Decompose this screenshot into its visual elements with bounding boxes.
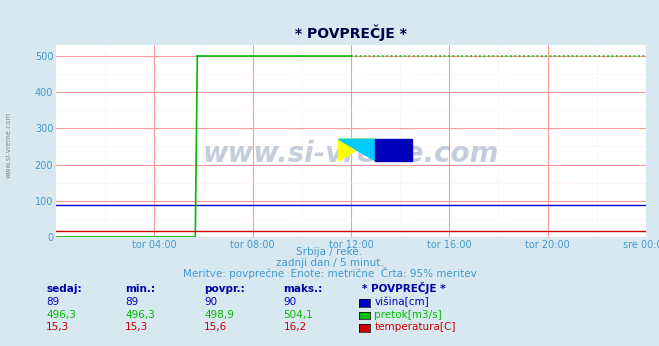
Text: 498,9: 498,9 bbox=[204, 310, 234, 320]
Text: 15,6: 15,6 bbox=[204, 322, 227, 332]
Text: pretok[m3/s]: pretok[m3/s] bbox=[374, 310, 442, 320]
Text: 90: 90 bbox=[283, 297, 297, 307]
Text: zadnji dan / 5 minut.: zadnji dan / 5 minut. bbox=[275, 258, 384, 268]
Text: 496,3: 496,3 bbox=[46, 310, 76, 320]
Text: maks.:: maks.: bbox=[283, 284, 323, 294]
Text: povpr.:: povpr.: bbox=[204, 284, 245, 294]
Text: 89: 89 bbox=[125, 297, 138, 307]
Text: 496,3: 496,3 bbox=[125, 310, 155, 320]
Text: 89: 89 bbox=[46, 297, 59, 307]
Text: Srbija / reke.: Srbija / reke. bbox=[297, 247, 362, 257]
Text: 15,3: 15,3 bbox=[46, 322, 69, 332]
Text: Meritve: povprečne  Enote: metrične  Črta: 95% meritev: Meritve: povprečne Enote: metrične Črta:… bbox=[183, 267, 476, 280]
Text: * POVPREČJE *: * POVPREČJE * bbox=[362, 282, 446, 294]
Text: www.si-vreme.com: www.si-vreme.com bbox=[5, 112, 11, 179]
Text: www.si-vreme.com: www.si-vreme.com bbox=[203, 140, 499, 169]
Text: sedaj:: sedaj: bbox=[46, 284, 82, 294]
Text: višina[cm]: višina[cm] bbox=[374, 297, 429, 307]
Text: 90: 90 bbox=[204, 297, 217, 307]
Text: 504,1: 504,1 bbox=[283, 310, 313, 320]
Polygon shape bbox=[339, 139, 376, 161]
Text: 15,3: 15,3 bbox=[125, 322, 148, 332]
Text: temperatura[C]: temperatura[C] bbox=[374, 322, 456, 332]
Polygon shape bbox=[339, 139, 376, 161]
Polygon shape bbox=[376, 139, 413, 161]
Text: min.:: min.: bbox=[125, 284, 156, 294]
Title: * POVPREČJE *: * POVPREČJE * bbox=[295, 25, 407, 41]
Text: 16,2: 16,2 bbox=[283, 322, 306, 332]
